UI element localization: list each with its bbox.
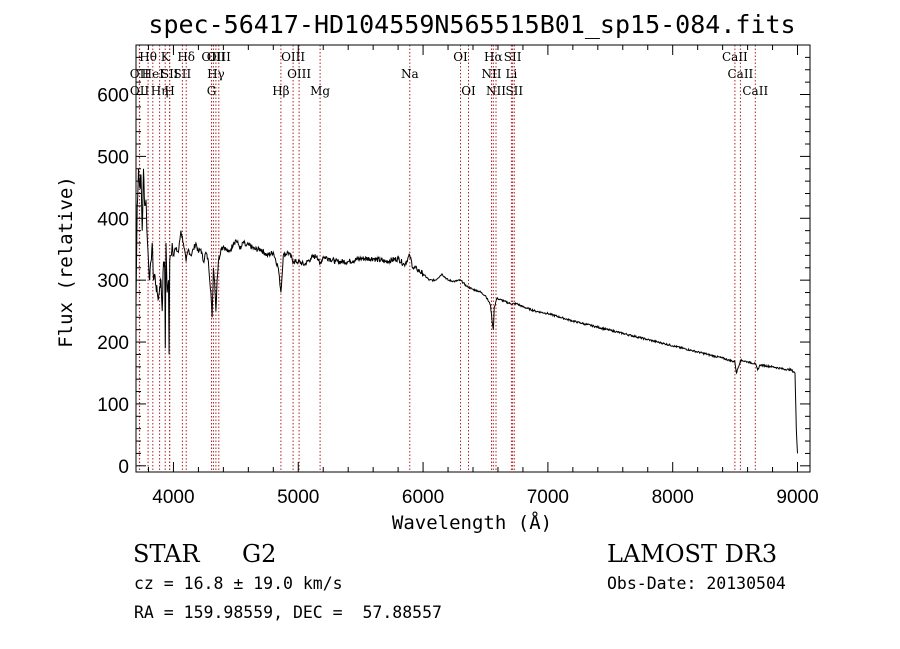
chart-title: spec-56417-HD104559N565515B01_sp15-084.f… [148, 10, 795, 39]
line-label-21: Hα [484, 50, 503, 64]
y-tick-label-4: 400 [97, 209, 129, 230]
line-label-7: H [164, 84, 174, 98]
line-label-27: CaII [722, 50, 748, 64]
line-label-10: OIII [201, 50, 225, 64]
line-label-24: SII [504, 50, 522, 64]
x-tick-label-2: 6000 [402, 487, 444, 508]
x-tick-label-1: 5000 [277, 487, 319, 508]
x-tick-label-4: 8000 [652, 487, 694, 508]
line-label-0: OII [130, 67, 150, 81]
x-axis-ticks: 4000 5000 6000 7000 8000 9000 [147, 45, 819, 508]
line-label-11: Hγ [207, 67, 225, 81]
spectral-line-labels: OIIOIIHθHeIHηKSIIHHδSIIOIIIHγGOIIIHβOIII… [130, 50, 769, 98]
line-label-2: Hθ [139, 50, 157, 64]
line-label-16: OIII [287, 67, 311, 81]
y-axis-ticks: 0 100 200 300 400 500 600 [97, 56, 810, 478]
line-label-25: Li [505, 67, 517, 81]
line-label-12: G [207, 84, 217, 98]
line-label-3: HeI [142, 67, 165, 81]
y-tick-label-2: 200 [97, 333, 129, 354]
line-label-1: OII [130, 84, 150, 98]
line-label-29: CaII [742, 84, 768, 98]
x-tick-label-3: 7000 [527, 487, 569, 508]
spectral-line-markers [138, 45, 756, 472]
x-tick-label-0: 4000 [152, 487, 194, 508]
object-class: STAR [133, 540, 200, 568]
plot-frame [135, 44, 811, 473]
line-label-28: CaII [727, 67, 753, 81]
line-label-19: OI [453, 50, 468, 64]
line-label-20: OI [461, 84, 476, 98]
line-label-23: NII [486, 84, 506, 98]
line-label-14: Hβ [272, 84, 289, 98]
x-tick-label-5: 9000 [776, 487, 818, 508]
line-label-22: NII [482, 67, 502, 81]
y-tick-label-5: 500 [97, 147, 129, 168]
survey-name: LAMOST DR3 [607, 540, 778, 568]
line-label-13: OIII [207, 50, 231, 64]
line-label-26: SII [505, 84, 523, 98]
line-label-17: Mg [310, 84, 330, 98]
coordinates: RA = 159.98559, DEC = 57.88557 [134, 603, 442, 622]
line-label-8: Hδ [177, 50, 195, 64]
line-label-18: Na [401, 67, 419, 81]
line-label-15: OIII [281, 50, 305, 64]
x-axis-label: Wavelength (Å) [392, 511, 552, 534]
y-tick-label-6: 600 [97, 86, 129, 107]
line-label-9: SII [174, 67, 192, 81]
observation-date: Obs-Date: 20130504 [607, 574, 786, 593]
line-label-6: SII [161, 67, 179, 81]
line-label-5: K [161, 50, 171, 64]
object-subclass: G2 [242, 540, 277, 568]
y-tick-label-1: 100 [97, 395, 129, 416]
y-axis-label: Flux (relative) [55, 176, 77, 348]
spectrum-series-line [135, 168, 798, 454]
redshift-cz: cz = 16.8 ± 19.0 km/s [134, 574, 343, 593]
line-label-4: Hη [151, 84, 169, 98]
y-tick-label-0: 0 [118, 457, 129, 478]
y-tick-label-3: 300 [97, 271, 129, 292]
